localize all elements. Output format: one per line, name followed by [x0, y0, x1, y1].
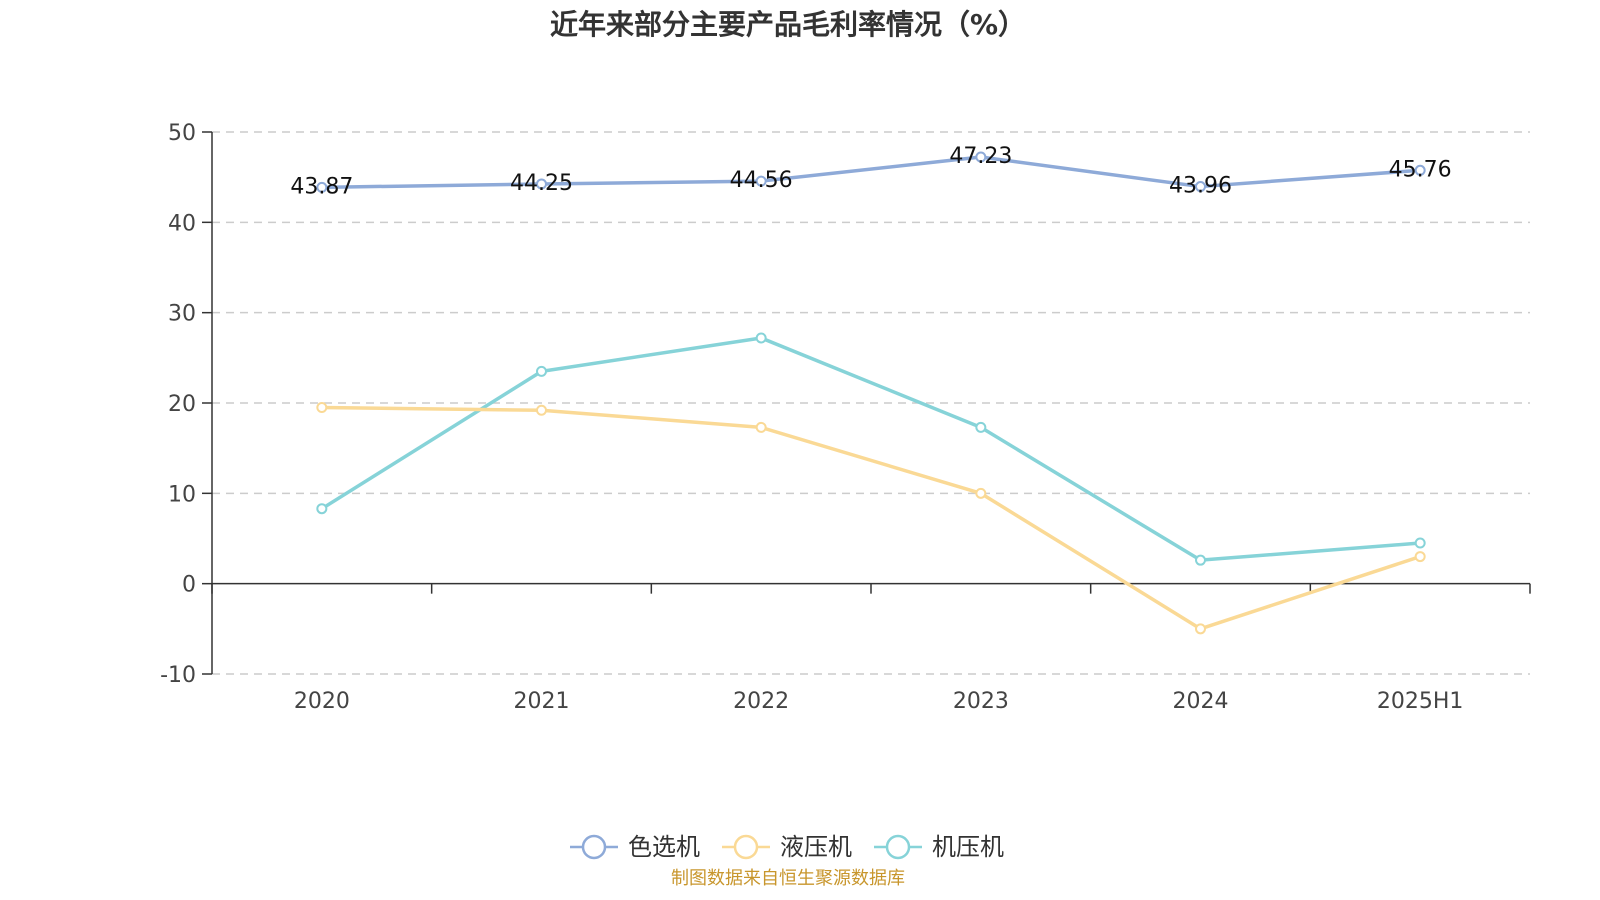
series-lines: [316, 151, 1426, 635]
chart-title: 近年来部分主要产品毛利率情况（%）: [550, 8, 1026, 41]
data-label: 44.56: [730, 168, 793, 193]
data-point: [975, 421, 987, 433]
legend-marker: [733, 834, 759, 860]
data-point: [1414, 164, 1426, 176]
y-tick-label: 40: [168, 211, 196, 236]
series-line-机压机: [320, 336, 1421, 562]
source-note: 制图数据来自恒生聚源数据库: [671, 868, 905, 889]
legend-marker: [581, 834, 607, 860]
grid-lines: [212, 131, 1530, 675]
data-point: [1414, 537, 1426, 549]
data-point: [975, 487, 987, 499]
legend-item[interactable]: 机压机: [874, 833, 1004, 861]
legend-item[interactable]: 液压机: [722, 833, 852, 861]
x-tick-label: 2025H1: [1377, 689, 1464, 714]
y-tick-label: 0: [182, 573, 196, 598]
data-label: 45.76: [1389, 157, 1452, 182]
axes: -10 0 10 20 30 40 50 2020 2021 2022 2023 2024 2025H1: [160, 121, 1531, 714]
data-point: [316, 181, 328, 193]
series-line-液压机: [321, 405, 1421, 631]
x-tick-label: 2024: [1173, 689, 1229, 714]
data-point: [536, 404, 547, 416]
y-tick-label: -10: [160, 663, 196, 688]
legend-item[interactable]: 色选机: [570, 833, 700, 861]
data-point: [536, 178, 547, 190]
data-point: [1195, 623, 1206, 635]
x-tick-label: 2020: [294, 689, 350, 714]
data-point: [1414, 551, 1426, 563]
data-point: [1195, 181, 1206, 193]
data-label: 47.23: [949, 144, 1012, 169]
data-point: [755, 175, 767, 187]
legend-label: 液压机: [780, 833, 852, 861]
data-label: 43.96: [1169, 174, 1232, 199]
y-tick-label: 20: [168, 392, 196, 417]
data-point: [755, 421, 767, 433]
x-tick-label: 2021: [514, 689, 570, 714]
data-point: [316, 402, 328, 414]
y-tick-label: 30: [168, 302, 196, 327]
data-point: [316, 503, 328, 515]
data-point: [755, 332, 767, 344]
legend-label: 色选机: [628, 833, 700, 861]
data-label: 44.25: [510, 171, 573, 196]
y-tick-label: 10: [168, 482, 196, 507]
legend-label: 机压机: [932, 833, 1004, 861]
x-tick-label: 2023: [953, 689, 1009, 714]
data-point: [1195, 554, 1206, 566]
legend-marker: [885, 834, 911, 860]
legend[interactable]: 色选机 液压机 机压机: [570, 833, 1004, 861]
data-point: [975, 151, 987, 163]
data-point: [536, 365, 547, 377]
y-tick-label: 50: [168, 121, 196, 146]
series-line-色选机: [321, 155, 1421, 190]
data-label: 43.87: [290, 174, 353, 199]
data-labels: 43.87 44.25 44.56 47.23 43.96 45.76: [290, 144, 1451, 199]
x-tick-label: 2022: [733, 689, 789, 714]
